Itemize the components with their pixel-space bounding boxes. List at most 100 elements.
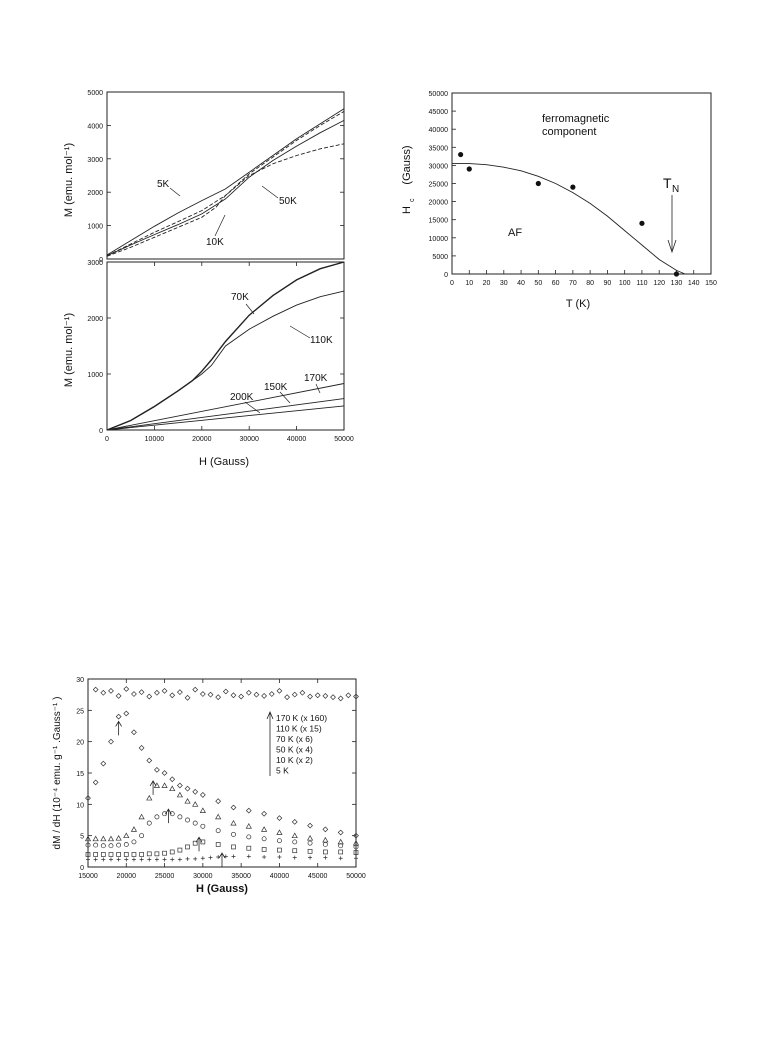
marker-plus	[223, 854, 228, 859]
marker-diamond	[199, 792, 206, 798]
marker-diamond	[115, 713, 122, 720]
x-tick-label: 45000	[308, 873, 328, 880]
marker-diamond	[353, 832, 359, 839]
marker-plus	[124, 857, 129, 862]
marker-diamond	[215, 798, 222, 805]
marker-circle	[177, 814, 183, 820]
marker-circle	[353, 844, 359, 850]
marker-diamond	[199, 691, 206, 697]
x-tick-label: 0	[105, 436, 109, 443]
marker-diamond	[146, 757, 153, 764]
marker-circle	[261, 836, 267, 842]
marker-plus	[246, 854, 251, 859]
marker-triangle	[100, 835, 107, 842]
marker-diamond	[238, 693, 245, 700]
marker-diamond	[85, 795, 91, 801]
label-110k: 110K	[310, 335, 333, 346]
series-line-200k	[106, 405, 345, 431]
marker-square	[154, 851, 160, 857]
y-tick-label: 5000	[432, 254, 448, 261]
marker-plus	[208, 855, 213, 860]
marker-diamond	[138, 745, 145, 751]
marker-square	[277, 847, 282, 853]
legend-entry: 110 K (x 15)	[276, 724, 322, 734]
marker-plus	[262, 854, 267, 859]
data-point	[570, 184, 576, 190]
marker-diamond	[92, 686, 99, 693]
marker-square	[108, 852, 114, 857]
marker-triangle	[84, 835, 92, 842]
legend-entry: 10 K (x 2)	[276, 755, 313, 765]
marker-plus	[131, 857, 136, 862]
y-tick-label: 50000	[429, 91, 449, 98]
marker-diamond	[245, 689, 252, 696]
marker-diamond	[176, 689, 183, 696]
marker-square	[93, 852, 99, 857]
x-tick-label: 150	[705, 280, 717, 287]
x-tick-label: 80	[586, 280, 594, 287]
marker-diamond	[307, 822, 313, 829]
marker-circle	[108, 843, 114, 849]
marker-diamond	[123, 686, 130, 692]
marker-plus	[292, 855, 297, 860]
derivative-chart: 15000 20000 25000 30000 35000 40000 45000 50000…	[52, 677, 366, 895]
marker-triangle	[276, 829, 283, 835]
leader-170k	[315, 383, 321, 394]
derivative-peak-arrows	[115, 720, 226, 867]
marker-triangle	[199, 807, 206, 813]
peak-arrow	[195, 836, 203, 852]
y-tick-label: 0	[99, 428, 103, 435]
magnetization-xlabel: H (Gauss)	[199, 456, 249, 468]
marker-circle	[292, 839, 298, 845]
y-tick-label: 15000	[429, 218, 449, 225]
marker-circle	[215, 828, 221, 834]
marker-plus	[154, 857, 159, 862]
data-point	[535, 180, 541, 187]
x-tick-label: 20000	[117, 873, 137, 880]
x-tick-label: 10	[465, 280, 473, 287]
marker-plus	[277, 854, 282, 859]
label-5k: 5K	[157, 179, 170, 190]
y-tick-label: 20	[76, 740, 84, 747]
marker-circle	[131, 839, 137, 845]
marker-plus	[170, 857, 175, 862]
marker-triangle	[215, 813, 222, 820]
marker-plus	[323, 855, 328, 860]
derivative-marks	[84, 686, 360, 862]
bottom-panel-curves	[106, 261, 345, 431]
annotation-ferromagnetic: ferromagnetic	[542, 113, 610, 125]
tn-arrow-head	[667, 239, 677, 254]
marker-diamond	[276, 688, 283, 694]
y-tick-label: 30	[76, 677, 84, 684]
marker-square	[292, 848, 298, 854]
marker-triangle	[245, 823, 252, 829]
leader-150k	[279, 391, 291, 404]
peak-arrow	[149, 780, 157, 795]
marker-diamond	[115, 693, 122, 699]
marker-diamond	[131, 691, 137, 697]
marker-plus	[354, 856, 358, 861]
y-tick-label: 20000	[429, 200, 449, 207]
marker-diamond	[169, 776, 176, 783]
marker-circle	[100, 843, 106, 849]
marker-diamond	[100, 760, 107, 767]
marker-circle	[307, 840, 313, 846]
marker-diamond	[123, 710, 130, 717]
y-tick-label: 3000	[87, 157, 103, 164]
marker-square	[307, 848, 313, 854]
marker-square	[100, 852, 106, 857]
marker-plus	[139, 857, 144, 862]
marker-circle	[185, 817, 190, 823]
marker-square	[192, 840, 198, 846]
label-200k: 200K	[230, 392, 254, 403]
marker-square	[246, 845, 252, 851]
label-50k: 50K	[279, 196, 297, 207]
marker-diamond	[245, 807, 252, 814]
marker-diamond	[108, 688, 114, 694]
marker-plus	[231, 854, 236, 859]
legend-entry: 170 K (x 160)	[276, 713, 327, 723]
x-tick-label: 30000	[239, 436, 259, 443]
x-tick-label: 40	[517, 280, 525, 287]
marker-square	[215, 842, 221, 847]
